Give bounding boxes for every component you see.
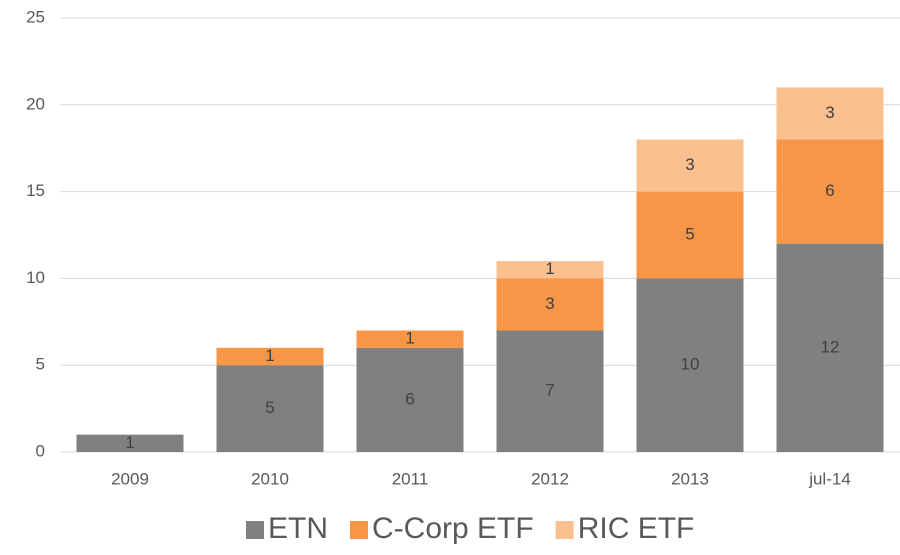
bar-segment <box>356 330 464 348</box>
bar-segment <box>356 347 464 452</box>
data-label: 1 <box>545 259 554 278</box>
legend-swatch <box>555 521 574 539</box>
y-tick-label: 10 <box>26 268 45 287</box>
y-tick-label: 5 <box>36 355 45 374</box>
bar-segment <box>636 139 744 192</box>
y-tick-label: 15 <box>26 181 45 200</box>
bar-segment <box>76 434 184 452</box>
data-label: 1 <box>405 329 414 348</box>
bar-segment <box>776 243 884 452</box>
y-tick-label: 20 <box>26 94 45 113</box>
legend-label: ETN <box>268 512 328 545</box>
x-tick-label: 2011 <box>392 469 429 488</box>
legend-swatch <box>246 521 264 539</box>
data-label: 3 <box>685 155 694 174</box>
bar-segment <box>776 87 884 140</box>
x-tick-label: 2012 <box>531 469 569 488</box>
x-tick-label: 2010 <box>251 469 289 488</box>
x-tick-label: jul-14 <box>808 469 851 488</box>
y-tick-label: 25 <box>26 7 45 26</box>
bar-segment <box>216 365 324 452</box>
x-tick-label: 2013 <box>671 469 709 488</box>
bar-segment <box>216 347 324 366</box>
legend-swatch <box>350 521 368 539</box>
data-label: 12 <box>821 337 840 356</box>
legend-label: RIC ETF <box>578 512 695 545</box>
data-label: 7 <box>545 381 554 400</box>
data-label: 3 <box>825 103 834 122</box>
bar-segment <box>496 278 604 331</box>
data-label: 6 <box>405 389 414 408</box>
y-tick-label: 0 <box>36 441 45 460</box>
bar-segment <box>636 191 744 279</box>
legend-label: C-Corp ETF <box>372 512 534 545</box>
bar-segment <box>496 261 604 279</box>
data-label: 3 <box>545 294 554 313</box>
bar-segment <box>776 139 884 244</box>
data-label: 1 <box>125 433 134 452</box>
data-label: 5 <box>685 224 694 243</box>
bar-segment <box>636 278 744 452</box>
data-label: 1 <box>265 346 274 365</box>
data-label: 6 <box>825 181 834 200</box>
x-tick-label: 2009 <box>111 469 149 488</box>
data-label: 10 <box>681 355 700 374</box>
bar-segment <box>496 330 604 452</box>
data-label: 5 <box>265 398 274 417</box>
